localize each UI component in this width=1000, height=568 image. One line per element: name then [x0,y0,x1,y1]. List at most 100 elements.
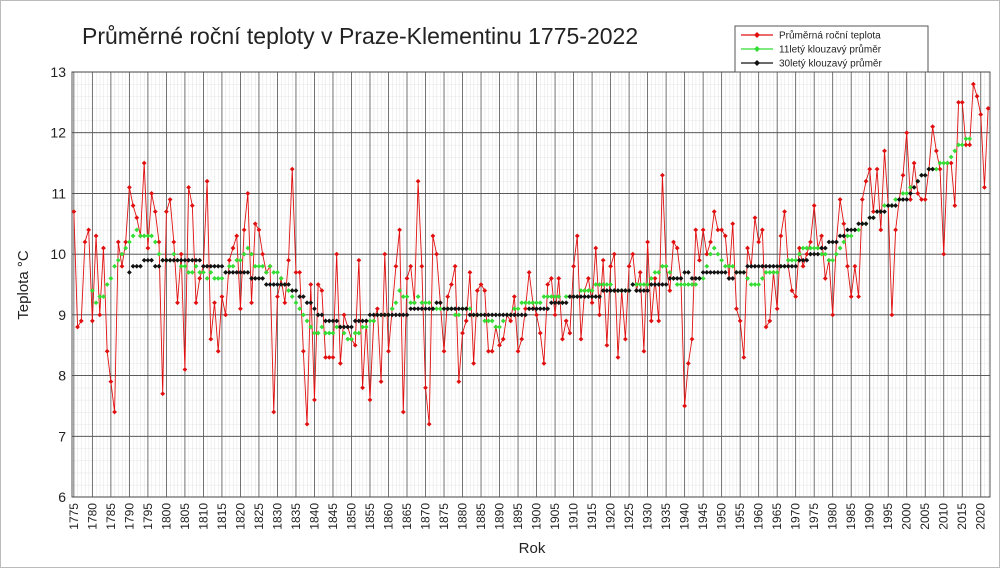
data-point [937,160,943,166]
data-point [238,257,243,263]
data-point [904,197,910,202]
data-point [97,312,103,318]
data-point [626,263,632,269]
legend-label: 30letý klouzavý průměr [779,58,882,70]
data-point [430,233,436,239]
data-point [915,178,921,184]
data-point [822,245,828,251]
data-point [152,239,158,245]
x-tick-label: 1950 [715,503,729,530]
data-point [908,184,913,190]
data-point [630,282,636,287]
data-point [756,239,762,245]
data-point [611,288,617,293]
data-point [945,160,950,166]
x-tick-label: 1890 [493,503,507,530]
data-point [734,306,739,312]
data-point [845,233,850,239]
data-point [152,209,158,215]
y-tick-label: 8 [58,368,66,384]
data-point [530,300,536,306]
data-point [267,263,273,269]
data-point [571,294,576,300]
data-point [708,251,713,257]
data-point [815,245,821,251]
data-point [752,263,758,269]
data-point [648,282,654,287]
data-point [289,166,295,172]
x-tick-label: 2015 [955,503,969,530]
data-point [782,263,787,269]
x-tick-label: 1895 [511,503,525,530]
data-point [604,288,610,293]
data-point [667,276,673,281]
y-axis-label: Teplota °C [15,250,32,320]
data-point [334,318,340,324]
data-point [134,227,140,233]
data-point [241,227,247,233]
data-point [208,336,214,342]
data-point [800,245,806,251]
data-point [893,203,899,208]
data-point [719,257,725,263]
x-tick-label: 1955 [733,503,747,530]
data-point [463,318,469,324]
data-point [215,348,221,354]
data-point [697,276,702,281]
data-point [260,276,266,281]
data-point [560,336,565,342]
data-point [134,215,140,221]
data-point [312,330,317,336]
data-point [778,233,784,239]
data-point [452,263,458,269]
data-point [356,318,362,324]
data-point [948,160,954,166]
data-point [804,251,810,257]
data-point [204,178,210,184]
data-point [408,306,414,312]
data-point [256,276,262,281]
data-point [541,294,547,300]
data-point [426,300,432,306]
data-point [282,300,288,306]
data-point [226,257,232,263]
data-point [637,288,643,293]
data-point [404,312,410,318]
data-point [841,233,847,239]
data-point [556,300,562,306]
data-point [138,233,143,239]
x-tick-label: 1825 [252,503,266,530]
data-point [515,312,521,318]
data-point [337,361,343,366]
data-point [859,221,865,227]
x-tick-label: 1915 [585,503,599,530]
data-point [126,184,132,190]
data-point [848,294,854,300]
data-point [345,324,351,330]
data-point [967,136,973,142]
data-point [415,306,421,312]
data-point [852,227,858,233]
data-point [767,263,773,269]
data-point [482,318,488,324]
data-point [900,191,906,196]
data-point [289,294,295,300]
data-point [374,306,380,312]
data-point [863,221,869,227]
data-point [363,318,369,324]
data-point [763,263,769,269]
data-point [808,245,813,251]
data-point [930,166,936,172]
data-point [856,294,861,300]
x-tick-label: 1870 [419,503,433,530]
data-point [523,312,528,318]
x-tick-label: 1975 [807,503,821,530]
data-point [404,276,410,281]
data-point [967,142,973,148]
data-point [789,263,795,269]
data-point [223,269,229,275]
data-point [104,348,110,354]
data-point [278,276,284,281]
data-point [804,257,810,263]
data-point [349,336,354,342]
